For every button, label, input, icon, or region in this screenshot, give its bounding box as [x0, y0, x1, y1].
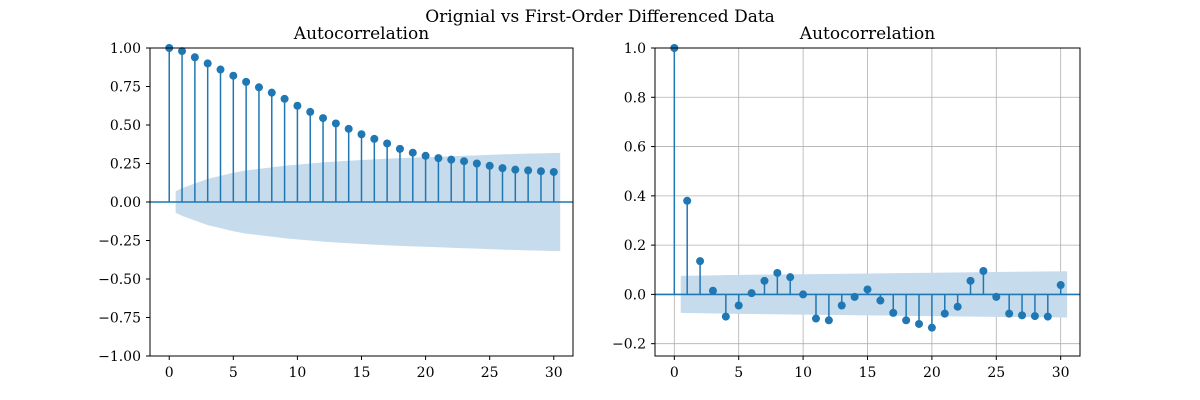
acf-point	[395, 144, 404, 153]
y-tick-label: 0.75	[110, 80, 141, 96]
x-tick-label: 5	[229, 365, 238, 381]
acf-point	[915, 319, 924, 328]
x-tick-label: 0	[165, 365, 174, 381]
acf-point	[306, 107, 315, 116]
acf-point	[734, 301, 743, 310]
x-tick-label: 0	[670, 365, 679, 381]
y-tick-label: 0.2	[624, 238, 646, 254]
acf-point	[178, 47, 187, 56]
x-tick-label: 10	[288, 365, 306, 381]
acf-point	[876, 296, 885, 305]
acf-point	[203, 59, 212, 68]
y-tick-label: 0.4	[624, 189, 646, 205]
y-tick-label: −0.75	[98, 311, 141, 327]
acf-point	[1030, 312, 1039, 321]
panel-title: Autocorrelation	[799, 24, 935, 44]
acf-point	[242, 77, 251, 86]
figure-title: Orignial vs First-Order Differenced Data	[425, 7, 775, 27]
acf-point	[811, 314, 820, 323]
acf-point	[760, 276, 769, 285]
acf-point	[927, 323, 936, 332]
acf-point	[319, 114, 328, 123]
y-tick-label: −1.00	[98, 349, 141, 365]
acf-point	[216, 65, 225, 74]
acf-point	[863, 285, 872, 294]
x-tick-label: 30	[1052, 365, 1070, 381]
acf-point	[254, 83, 263, 92]
acf-point	[683, 196, 692, 205]
x-tick-label: 25	[987, 365, 1005, 381]
acf-point	[696, 257, 705, 266]
y-tick-label: 0.00	[110, 195, 141, 211]
acf-original-panel: 0 5 10 15 20 25 30 −1.00 −0.75 −0.50 −0.25 0.00 0.25…	[98, 24, 574, 381]
acf-point	[549, 167, 558, 176]
panel-title: Autocorrelation	[293, 24, 429, 44]
y-tick-label: 0.25	[110, 157, 141, 173]
acf-point	[229, 71, 238, 80]
x-tick-label: 25	[481, 365, 499, 381]
acf-point	[383, 139, 392, 148]
acf-point	[511, 165, 520, 174]
acf-point	[357, 130, 366, 139]
acf-point	[1018, 311, 1027, 320]
x-tick-label: 20	[923, 365, 941, 381]
acf-point	[267, 88, 276, 97]
acf-point	[472, 159, 481, 168]
acf-point	[421, 151, 430, 160]
acf-point	[524, 166, 533, 175]
x-tick-label: 15	[353, 365, 371, 381]
y-tick-label: 1.00	[110, 41, 141, 57]
acf-point	[786, 273, 795, 282]
acf-point	[293, 101, 302, 110]
acf-point	[331, 119, 340, 128]
acf-point	[1056, 281, 1065, 290]
acf-point	[498, 164, 507, 173]
acf-point	[434, 154, 443, 163]
y-tick-label: −0.50	[98, 272, 141, 288]
x-tick-label: 10	[794, 365, 812, 381]
acf-point	[1005, 309, 1014, 318]
acf-point	[708, 286, 717, 295]
acf-point	[536, 167, 545, 176]
x-tick-label: 5	[734, 365, 743, 381]
acf-point	[190, 53, 199, 62]
acf-point	[940, 309, 949, 318]
acf-point	[344, 124, 353, 133]
acf-point	[280, 94, 289, 103]
acf-point	[850, 292, 859, 301]
y-tick-label: 0.50	[110, 118, 141, 134]
acf-point	[966, 276, 975, 285]
acf-point	[370, 134, 379, 143]
x-tick-label: 15	[859, 365, 877, 381]
acf-point	[721, 312, 730, 321]
x-tick-label: 20	[417, 365, 435, 381]
acf-point	[447, 155, 456, 164]
y-tick-label: −0.25	[98, 234, 141, 250]
acf-point	[460, 157, 469, 166]
acf-point	[1043, 312, 1052, 321]
acf-point	[485, 161, 494, 170]
acf-differenced-panel: 0 5 10 15 20 25 30 −0.2 0.0 0.2 0.4 0.6 0.8 1.0 Autoco…	[612, 24, 1081, 381]
y-tick-label: 0.8	[624, 90, 646, 106]
acf-point	[747, 289, 756, 298]
acf-point	[824, 316, 833, 325]
acf-point	[837, 301, 846, 310]
x-tick-label: 30	[545, 365, 563, 381]
acf-point	[773, 268, 782, 277]
acf-point	[799, 290, 808, 299]
acf-point	[889, 308, 898, 317]
y-tick-label: −0.2	[612, 337, 646, 353]
acf-point	[992, 292, 1001, 301]
acf-point	[953, 302, 962, 311]
y-tick-label: 0.0	[624, 287, 646, 303]
y-tick-label: 1.0	[624, 41, 646, 57]
acf-point	[408, 148, 417, 157]
acf-point	[979, 266, 988, 275]
y-tick-label: 0.6	[624, 140, 646, 156]
acf-point	[902, 316, 911, 325]
